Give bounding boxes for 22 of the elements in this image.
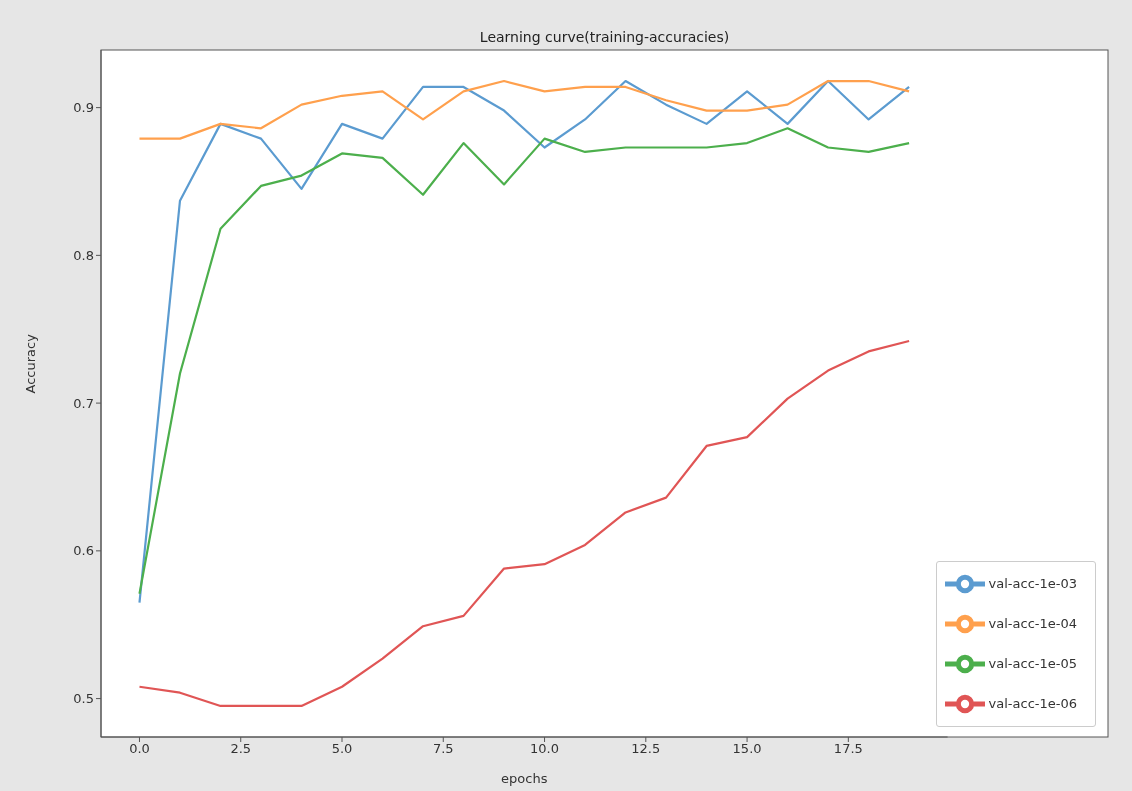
legend-label: val-acc-1e-05 <box>988 655 1077 671</box>
legend-label: val-acc-1e-03 <box>988 575 1077 591</box>
legend-label: val-acc-1e-04 <box>988 615 1077 631</box>
legend-label: val-acc-1e-06 <box>988 695 1077 711</box>
chart-title: Learning curve(training-accuracies) <box>479 29 730 45</box>
x-tick-label: 2.5 <box>230 741 252 757</box>
line-series <box>138 339 911 708</box>
y-tick-label: 0.8 <box>73 247 94 263</box>
line-series <box>138 79 911 140</box>
y-tick-label: 0.7 <box>73 395 94 411</box>
x-tick-label: 0.0 <box>129 741 150 757</box>
x-tick-label: 12.5 <box>631 741 661 757</box>
y-axis-title: Accuracy <box>22 333 38 394</box>
y-tick-label: 0.9 <box>73 100 94 116</box>
y-tick-label: 0.6 <box>73 543 94 559</box>
x-axis-title: epochs <box>501 771 548 786</box>
y-tick-label: 0.5 <box>73 691 94 707</box>
x-tick-label: 17.5 <box>833 741 863 757</box>
x-tick-label: 5.0 <box>331 741 353 757</box>
x-tick-label: 7.5 <box>432 741 454 757</box>
x-tick-label: 10.0 <box>530 741 560 757</box>
x-tick-label: 15.0 <box>732 741 762 757</box>
